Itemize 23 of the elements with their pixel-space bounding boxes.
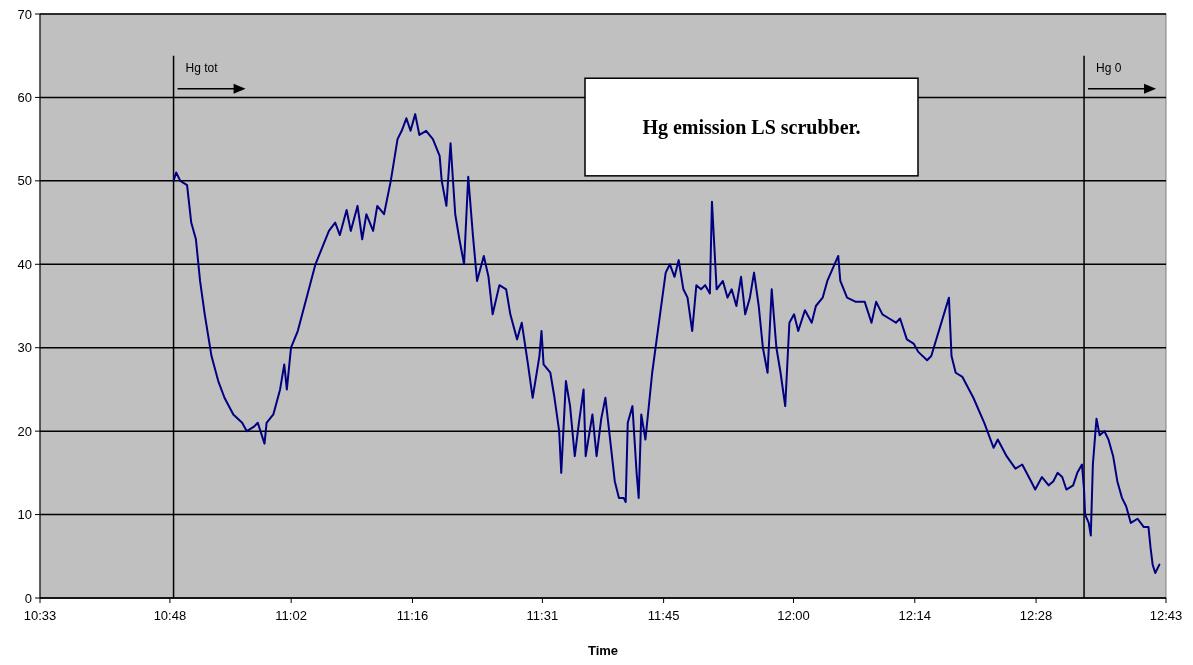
y-tick-label: 40 (17, 256, 32, 272)
ref-line-label: Hg 0 (1096, 61, 1122, 76)
y-tick-label: 60 (17, 89, 32, 105)
y-tick-label: 10 (17, 507, 32, 523)
x-tick-label: 10:33 (23, 608, 57, 623)
x-tick-label: 11:31 (526, 608, 559, 623)
x-tick-label: 12:28 (1019, 608, 1053, 623)
line-series (172, 113, 1161, 574)
y-tick-label: 0 (24, 590, 32, 606)
ref-line-label: Hg tot (185, 61, 219, 76)
text: Hg emission LS scrubber. (642, 116, 861, 140)
y-tick-label: 30 (17, 340, 32, 356)
x-tick-label: 12:43 (1149, 608, 1183, 623)
x-tick-label: 11:16 (396, 608, 429, 623)
x-tick-label: 11:45 (647, 608, 680, 623)
y-tick-label: 70 (17, 6, 32, 22)
x-tick-label: 11:02 (275, 608, 307, 623)
x-axis-title: Time (587, 643, 619, 658)
x-tick-label: 12:00 (777, 608, 810, 623)
x-tick-label: 12:14 (898, 608, 932, 623)
y-tick-label: 20 (17, 423, 32, 439)
y-tick-label: 50 (17, 173, 32, 189)
x-tick-label: 10:48 (153, 608, 187, 623)
